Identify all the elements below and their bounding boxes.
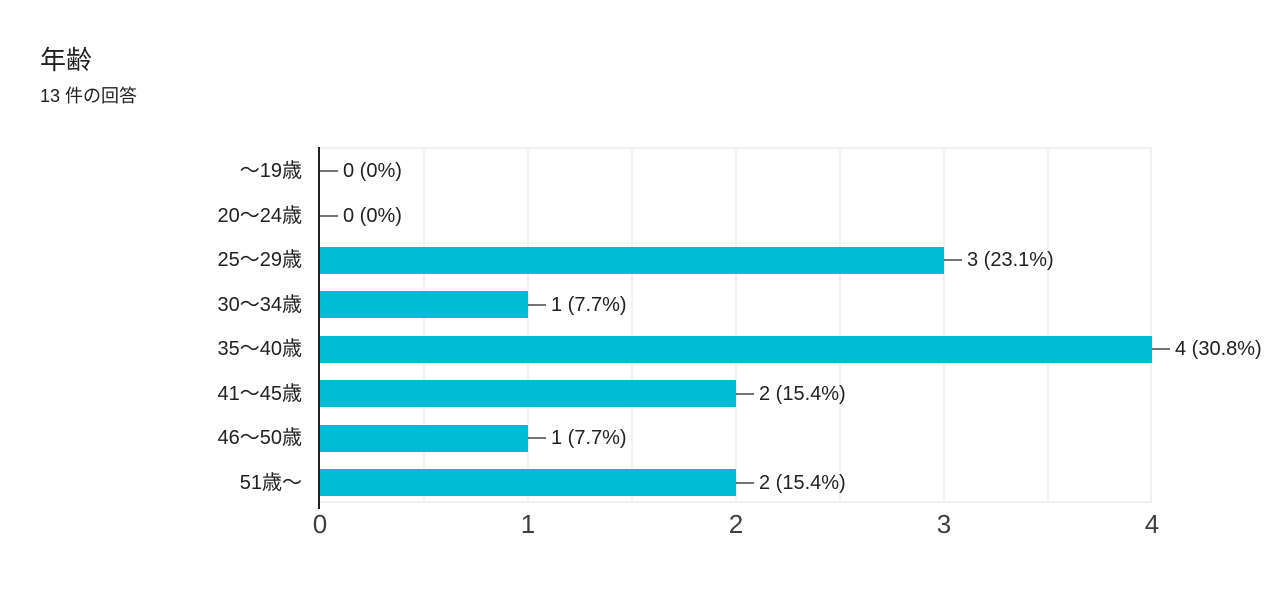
x-tick-label: 1: [520, 509, 536, 539]
x-tick-label: 0: [312, 509, 328, 539]
chart-row: 51歳～ 2 (15.4%): [240, 461, 1150, 506]
value-label: 0 (0%): [343, 160, 402, 182]
chart-row: 30～34歳 1 (7.7%): [218, 283, 1150, 328]
leader-line: [944, 259, 962, 262]
x-tick-label: 3: [936, 509, 952, 539]
category-label: 35～40歳: [217, 338, 303, 360]
bar[interactable]: [320, 291, 528, 319]
leader-line: [528, 303, 546, 306]
bar[interactable]: [320, 335, 1152, 363]
gridline: [1047, 149, 1049, 501]
chart-row: 25～29歳 3 (23.1%): [218, 238, 1150, 283]
chart-row: 41～45歳 2 (15.4%): [218, 372, 1150, 417]
bar[interactable]: [320, 380, 736, 408]
bar[interactable]: [320, 246, 944, 274]
bar-rows-container: ～19歳 0 (0%) 20～24歳 0 (0%) 25～29歳 3 (23.1%) 30～…: [218, 149, 1262, 501]
y-axis-line: [318, 147, 320, 509]
gridline: [735, 149, 737, 501]
chart-row: ～19歳 0 (0%): [240, 149, 1150, 194]
value-label: 2 (15.4%): [759, 471, 846, 494]
leader-line: [320, 214, 338, 217]
bar[interactable]: [320, 424, 528, 452]
plot-area: ～19歳 0 (0%) 20～24歳 0 (0%) 25～29歳 3 (23.1%) 30～…: [218, 147, 1262, 509]
value-label: 3 (23.1%): [967, 249, 1054, 271]
leader-line: [736, 392, 754, 395]
leader-line: [528, 437, 546, 440]
chart-row: 35～40歳 4 (30.8%): [218, 327, 1262, 372]
response-count: 13 件の回答: [40, 86, 138, 106]
category-label: 25～29歳: [217, 249, 303, 271]
x-tick-label: 4: [1144, 509, 1160, 539]
category-label: ～19歳: [239, 160, 302, 182]
leader-line: [736, 481, 754, 484]
gridline: [527, 149, 529, 501]
chart-row: 20～24歳 0 (0%): [218, 194, 1150, 239]
category-label: 20～24歳: [217, 204, 303, 227]
leader-line: [1152, 348, 1170, 351]
value-label: 2 (15.4%): [759, 382, 846, 405]
category-label: 41～45歳: [217, 382, 303, 405]
value-label: 0 (0%): [343, 204, 402, 227]
leader-line: [320, 170, 338, 173]
value-label: 1 (7.7%): [551, 293, 627, 316]
value-label: 1 (7.7%): [551, 427, 627, 449]
gridline: [423, 149, 425, 501]
gridline: [631, 149, 633, 501]
x-tick-label: 2: [728, 509, 744, 539]
chart-row: 46～50歳 1 (7.7%): [218, 416, 1150, 461]
value-label: 4 (30.8%): [1175, 338, 1262, 360]
question-title: 年齢: [40, 45, 93, 75]
gridline: [943, 149, 945, 501]
category-label: 46～50歳: [217, 427, 303, 449]
category-label: 51歳～: [239, 471, 302, 494]
bar[interactable]: [320, 469, 736, 497]
gridline: [839, 149, 841, 501]
category-label: 30～34歳: [217, 293, 303, 316]
